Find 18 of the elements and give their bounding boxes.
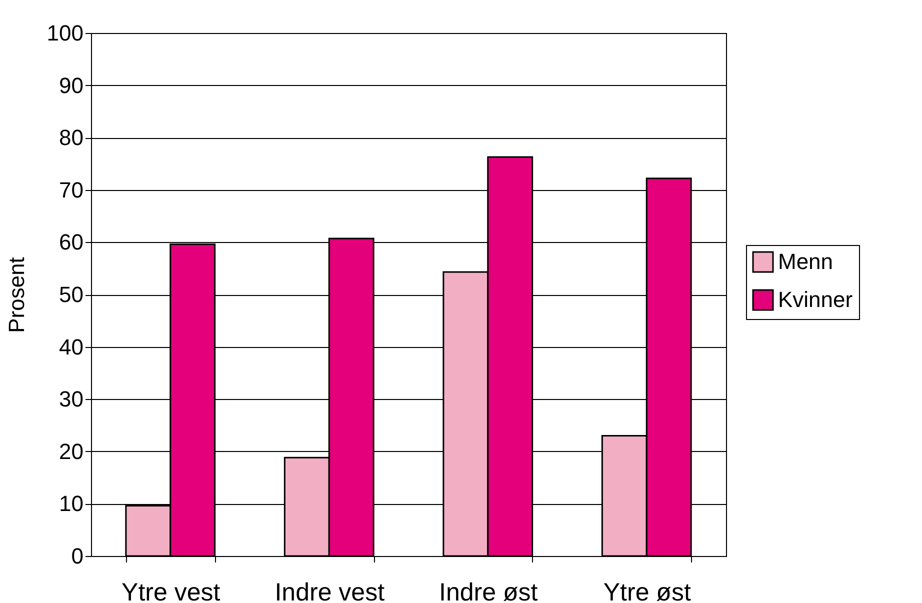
x-tick-label: Indre vest	[274, 578, 385, 603]
y-tick-label: 10	[59, 491, 84, 516]
y-axis-title: Prosent	[4, 257, 29, 333]
y-tick-label: 60	[59, 230, 84, 255]
y-tick-label: 20	[59, 438, 84, 464]
y-tick-label: 90	[59, 72, 84, 98]
y-tick-label: 100	[46, 20, 84, 46]
legend-label: Kvinner	[778, 287, 853, 312]
y-tick-label: 70	[59, 177, 84, 202]
y-tick-label: 0	[71, 544, 84, 568]
y-tick-label: 80	[59, 125, 84, 150]
x-tick-label: Ytre vest	[122, 578, 220, 603]
y-tick-label: 30	[59, 386, 84, 412]
y-tick-label: 40	[59, 334, 84, 360]
x-tick-label: Indre øst	[439, 578, 538, 603]
legend-label: Menn	[778, 249, 834, 274]
y-tick-label: 50	[59, 282, 84, 307]
x-tick-label: Ytre øst	[603, 578, 691, 603]
